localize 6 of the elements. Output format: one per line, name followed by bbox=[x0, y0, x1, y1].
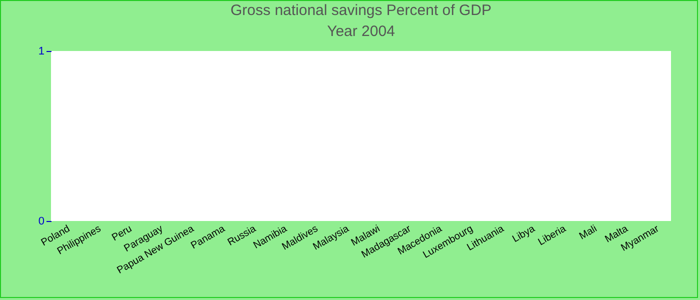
chart-subtitle: Year 2004 bbox=[327, 23, 395, 40]
y-tick-label: 0 bbox=[38, 216, 44, 228]
x-tick-label: Libya bbox=[510, 223, 538, 245]
y-tick-label: 1 bbox=[38, 46, 44, 58]
chart-title: Gross national savings Percent of GDP bbox=[230, 2, 492, 19]
x-tick-label: Mali bbox=[578, 224, 599, 242]
